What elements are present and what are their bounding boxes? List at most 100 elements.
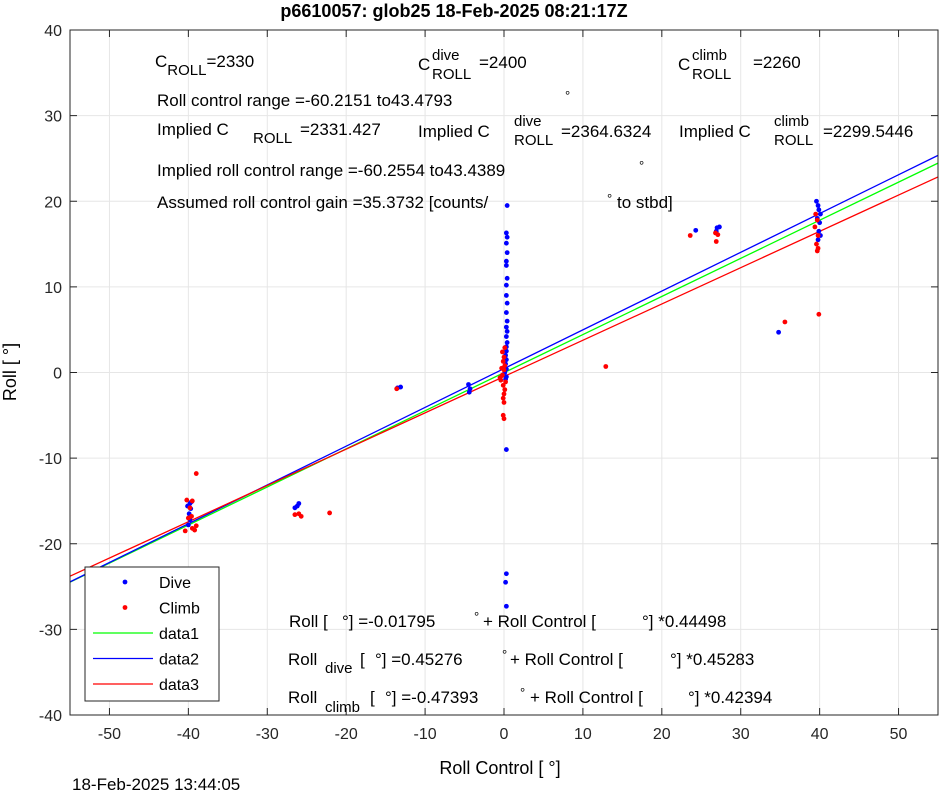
- equation-climb: Roll climb [ °] =-0.47393 ° + Roll Contr…: [288, 682, 772, 716]
- equation-all: Roll [ °] =-0.01795 ° + Roll Control [ °…: [289, 606, 726, 631]
- point-dive: [816, 207, 822, 213]
- eq2-b: [: [360, 650, 365, 669]
- eq1-e: °] *0.44498: [642, 612, 726, 631]
- point-dive: [503, 579, 508, 585]
- point-climb: [782, 319, 788, 325]
- implied-range-degree: °: [639, 158, 644, 173]
- point-dive: [815, 237, 821, 243]
- point-climb: [502, 387, 508, 393]
- point-dive: [503, 258, 509, 264]
- implied-c-dive-base: Implied C: [418, 122, 490, 141]
- point-dive: [504, 234, 510, 240]
- point-dive: [818, 211, 823, 217]
- x-axis-label: Roll Control [ °]: [439, 758, 560, 778]
- timestamp: 18-Feb-2025 13:44:05: [72, 775, 240, 792]
- implied-c-roll-sub: ROLL: [253, 130, 292, 147]
- point-climb: [713, 239, 719, 244]
- implied-c-roll-base: Implied C: [157, 120, 229, 139]
- point-climb: [499, 365, 505, 371]
- legend: Dive Climb data1 data2 data3: [84, 566, 220, 702]
- point-climb: [189, 513, 194, 519]
- assumed-gain-degree: °: [607, 191, 612, 206]
- point-climb: [497, 375, 503, 381]
- point-dive: [776, 329, 782, 335]
- c-roll-climb-sub: ROLL: [692, 66, 731, 83]
- legend-marker-dive: [122, 579, 128, 585]
- y-tick-label: -30: [39, 622, 62, 639]
- eq2-c: °] =0.45276: [375, 650, 463, 669]
- point-dive: [503, 324, 509, 330]
- point-climb: [182, 528, 188, 534]
- point-climb: [500, 382, 506, 388]
- x-tick-label: 10: [574, 726, 592, 743]
- point-dive: [717, 224, 722, 230]
- point-climb: [501, 400, 507, 405]
- c-roll-dive-base: C: [418, 55, 430, 74]
- eq2-d: °: [502, 647, 507, 662]
- point-climb: [687, 233, 693, 238]
- point-climb: [193, 471, 199, 476]
- point-dive: [503, 230, 509, 236]
- eq3-b: [: [370, 688, 375, 707]
- point-dive: [503, 282, 509, 288]
- y-tick-label: -20: [39, 537, 62, 554]
- point-climb: [501, 391, 507, 397]
- point-climb: [813, 211, 819, 217]
- x-tick-labels: -50 -40 -30 -20 -10 0 10 20 30 40 50: [98, 726, 908, 743]
- eq3-c: °] =-0.47393: [385, 688, 478, 707]
- point-dive: [504, 329, 510, 334]
- x-tick-label: -40: [177, 726, 200, 743]
- eq2-sub: dive: [325, 660, 353, 677]
- implied-c-roll-value: =2331.427: [300, 120, 381, 139]
- x-tick-label: 0: [500, 726, 509, 743]
- point-climb: [193, 523, 199, 529]
- c-roll-base: C: [155, 52, 167, 71]
- y-tick-label: 40: [44, 23, 62, 40]
- equation-dive: Roll dive [ °] =0.45276 ° + Roll Control…: [288, 644, 754, 677]
- point-climb: [501, 416, 507, 422]
- c-roll-value: =2330: [206, 52, 254, 71]
- point-climb: [814, 248, 820, 254]
- legend-marker-climb: [122, 605, 128, 610]
- y-tick-label: 20: [44, 194, 62, 211]
- point-dive: [503, 240, 509, 246]
- c-roll-dive-sub: ROLL: [432, 66, 471, 83]
- point-climb: [815, 233, 821, 238]
- point-climb: [812, 224, 818, 230]
- assumed-gain-tail: to stbd]: [617, 193, 673, 212]
- point-dive: [504, 250, 510, 256]
- point-climb: [327, 510, 333, 516]
- implied-roll-control-range: Implied roll control range =-60.2554 to4…: [157, 161, 505, 180]
- x-tick-label: 20: [653, 726, 671, 743]
- chart-title: p6610057: glob25 18-Feb-2025 08:21:17Z: [280, 1, 627, 21]
- point-dive: [503, 310, 509, 315]
- grid-lines: [70, 29, 938, 716]
- point-dive: [503, 293, 509, 298]
- x-tick-label: -10: [414, 726, 437, 743]
- point-dive: [185, 522, 191, 528]
- eq3-a: Roll: [288, 688, 317, 707]
- eq1-d: + Roll Control [: [483, 612, 596, 631]
- c-roll-climb-value: =2260: [753, 53, 801, 72]
- point-climb: [298, 513, 304, 519]
- legend-label: data3: [159, 677, 199, 694]
- point-dive: [504, 275, 510, 281]
- point-dive: [504, 300, 510, 306]
- legend-label: data1: [159, 626, 199, 643]
- point-climb: [816, 311, 822, 317]
- legend-label: Climb: [159, 601, 200, 618]
- point-dive: [815, 203, 821, 208]
- roll-control-range: Roll control range =-60.2151 to43.4793: [157, 91, 452, 110]
- c-roll-climb-base: C: [678, 55, 690, 74]
- roll-control-range-degree: °: [565, 88, 570, 103]
- point-dive: [814, 198, 819, 204]
- point-dive: [503, 571, 509, 577]
- y-tick-label: 0: [53, 366, 62, 383]
- x-tick-label: 50: [890, 726, 908, 743]
- eq2-e: + Roll Control [: [510, 650, 623, 669]
- point-dive: [503, 374, 509, 380]
- point-climb: [501, 354, 507, 360]
- assumed-gain: Assumed roll control gain =35.3732 [coun…: [157, 193, 489, 212]
- eq1-a: Roll [: [289, 612, 328, 631]
- point-dive: [466, 382, 471, 387]
